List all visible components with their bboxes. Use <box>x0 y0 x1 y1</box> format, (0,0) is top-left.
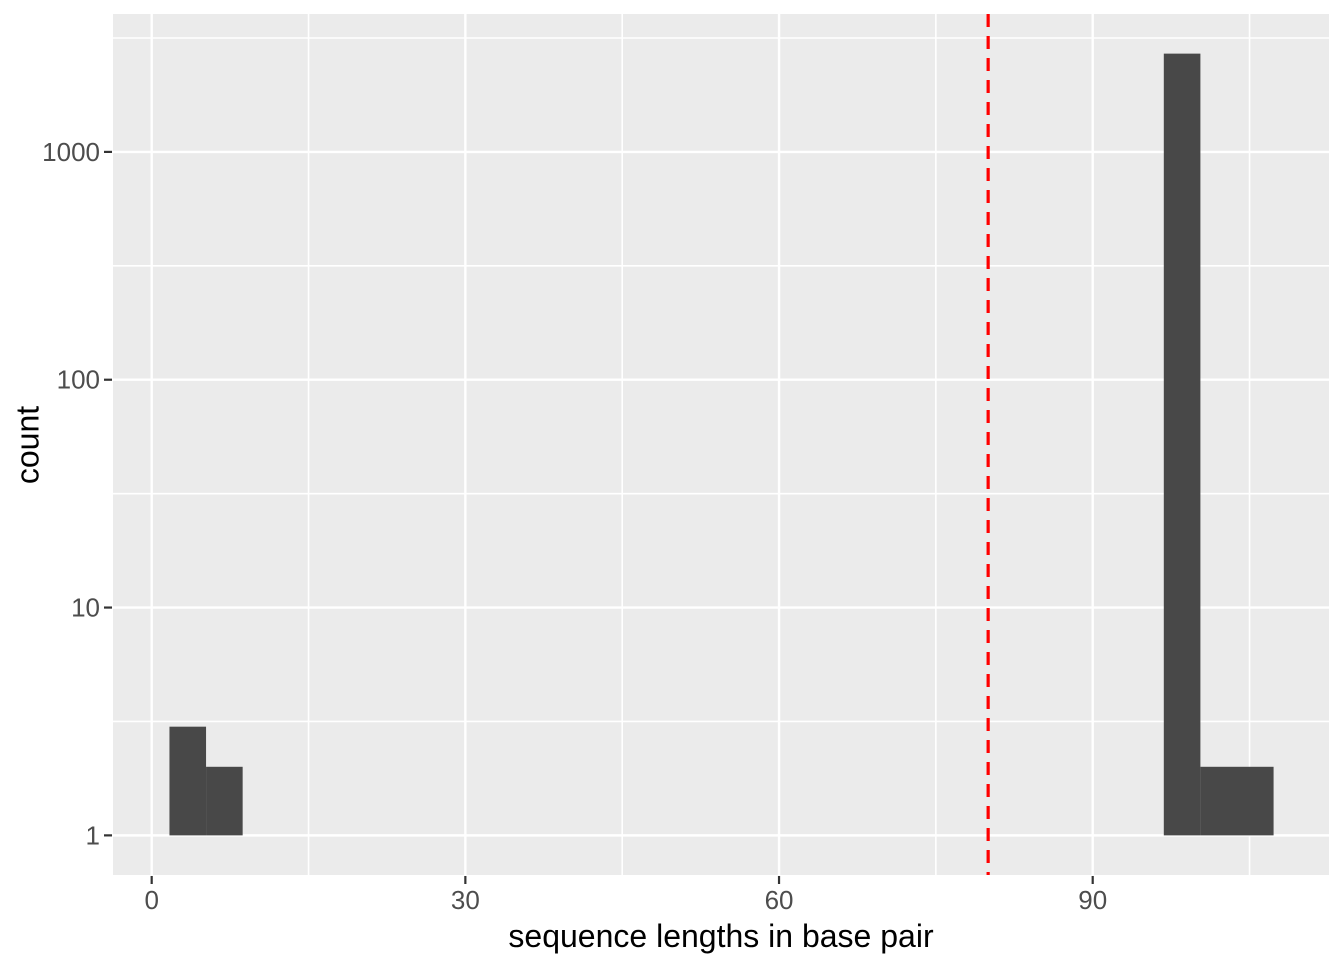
plot-panel <box>113 14 1329 875</box>
histogram-bar <box>1200 766 1274 836</box>
histogram-bar <box>206 766 243 836</box>
histogram-bar <box>169 726 207 836</box>
y-tick-label: 1 <box>86 820 100 850</box>
x-axis-title: sequence lengths in base pair <box>508 918 934 954</box>
y-axis-title: count <box>9 405 46 485</box>
x-tick-label: 60 <box>765 885 794 915</box>
y-tick-label: 10 <box>71 593 100 623</box>
y-tick-label: 1000 <box>42 137 100 167</box>
y-tick-label: 100 <box>57 365 100 395</box>
x-tick-label: 30 <box>451 885 480 915</box>
x-tick-label: 0 <box>144 885 158 915</box>
x-tick-label: 90 <box>1078 885 1107 915</box>
histogram-bar <box>1163 53 1201 836</box>
